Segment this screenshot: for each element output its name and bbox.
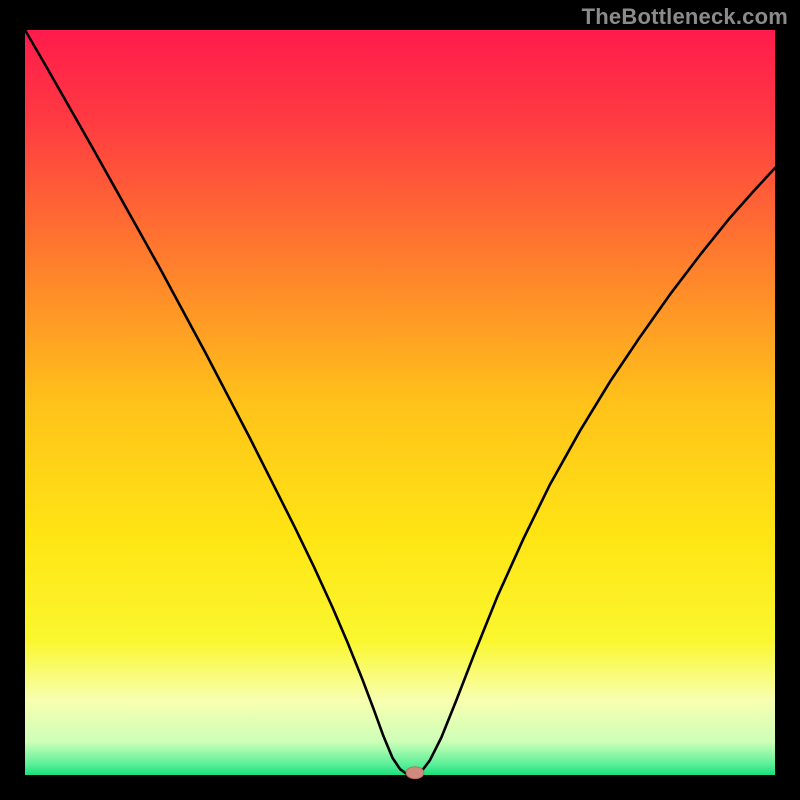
optimal-marker	[406, 767, 424, 779]
watermark-text: TheBottleneck.com	[582, 4, 788, 30]
plot-area	[25, 30, 775, 775]
chart-container: TheBottleneck.com	[0, 0, 800, 800]
bottleneck-chart	[0, 0, 800, 800]
